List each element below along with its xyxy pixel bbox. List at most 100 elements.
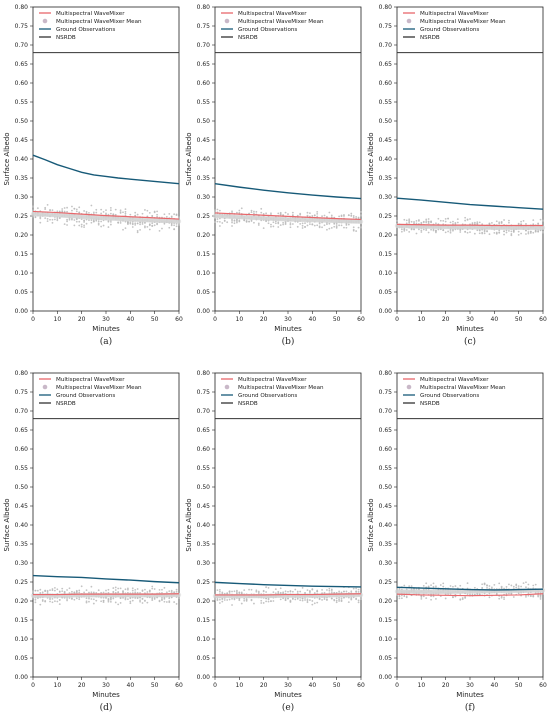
scatter-point — [405, 222, 408, 225]
subplot-d: 0.00 0.05 0.10 0.15 0.20 0.25 0.30 0.35 0.40 0.45… — [3, 370, 183, 713]
scatter-point — [109, 223, 112, 226]
scatter-point — [306, 598, 309, 601]
scatter-point — [80, 223, 83, 226]
scatter-point — [486, 587, 488, 589]
scatter-point — [226, 221, 229, 224]
legend: Multispectral WaveMixer Multispectral Wav… — [221, 11, 324, 41]
scatter-point — [345, 226, 348, 229]
x-tick-label: 50 — [151, 316, 159, 323]
scatter-point — [537, 230, 540, 233]
scatter-point — [449, 231, 452, 234]
scatter-point — [71, 597, 73, 600]
scatter-point — [134, 214, 137, 217]
scatter-point — [49, 209, 51, 211]
scatter-point — [100, 212, 103, 215]
scatter-point — [435, 222, 437, 225]
scatter-point — [163, 586, 166, 589]
scatter-point — [316, 224, 319, 227]
scatter-point — [107, 220, 110, 223]
y-tick-label: 0.15 — [15, 251, 29, 258]
scatter-point — [452, 596, 454, 599]
scatter-point — [85, 601, 88, 604]
scatter-point — [51, 601, 54, 604]
scatter-point — [291, 223, 294, 225]
x-axis-label: Minutes — [274, 325, 302, 333]
scatter-point — [144, 599, 146, 602]
scatter-point — [124, 212, 127, 215]
legend-label: Multispectral WaveMixer Mean — [238, 385, 324, 391]
x-tick-label: 60 — [175, 682, 183, 689]
scatter-point — [156, 215, 159, 218]
scatter-point — [430, 598, 432, 601]
scatter-point — [95, 211, 98, 214]
y-tick-label: 0.05 — [379, 655, 393, 662]
scatter-point — [117, 591, 120, 594]
scatter-point — [347, 214, 350, 217]
y-tick-label: 0.25 — [197, 579, 211, 586]
y-tick-label: 0.75 — [15, 389, 29, 396]
scatter-point — [134, 211, 137, 214]
y-tick-label: 0.20 — [379, 598, 393, 605]
scatter-point — [277, 212, 280, 215]
scatter-point — [473, 586, 476, 589]
scatter-point — [127, 588, 129, 591]
scatter-point — [505, 592, 508, 595]
scatter-point — [449, 585, 452, 587]
scatter-point — [83, 591, 85, 594]
scatter-point — [151, 214, 154, 217]
scatter-point — [39, 588, 42, 591]
x-tick-label: 30 — [284, 316, 292, 323]
scatter-point — [420, 231, 423, 233]
scatter-point — [129, 600, 132, 603]
scatter-point — [495, 231, 498, 234]
scatter-point — [456, 221, 459, 224]
ground-observations-line — [214, 183, 362, 200]
scatter-point — [141, 212, 144, 215]
scatter-point — [473, 223, 476, 225]
y-tick-label: 0.60 — [379, 80, 393, 87]
ground-observations-line — [32, 154, 180, 185]
scatter-point — [299, 590, 302, 593]
y-tick-label: 0.15 — [379, 251, 393, 258]
legend-swatch — [406, 384, 412, 390]
scatter-point — [456, 218, 459, 221]
scatter-point — [525, 233, 527, 235]
legend-label: NSRDB — [420, 401, 440, 407]
scatter-point — [316, 212, 319, 215]
scatter-point — [51, 589, 54, 592]
scatter-point — [240, 207, 243, 210]
scatter-point — [294, 588, 297, 591]
subplot-caption: (c) — [464, 336, 476, 347]
scatter-point — [287, 597, 289, 600]
wavemixer-line — [215, 593, 362, 596]
scatter-point — [326, 589, 328, 591]
y-tick-label: 0.50 — [15, 484, 29, 491]
scatter-point — [471, 593, 474, 596]
scatter-point — [146, 215, 149, 218]
scatter-point — [279, 211, 282, 214]
scatter-point — [400, 230, 403, 233]
scatter-point — [236, 219, 238, 222]
scatter-point — [243, 599, 246, 602]
scatter-point — [107, 226, 110, 228]
scatter-point — [238, 209, 241, 212]
scatter-point — [58, 591, 61, 593]
scatter-point — [173, 601, 176, 603]
scatter-point — [85, 589, 88, 592]
y-axis-label: Surface Albedo — [3, 132, 11, 185]
scatter-point — [144, 209, 146, 211]
legend: Multispectral WaveMixer Multispectral Wav… — [221, 377, 324, 407]
scatter-point — [134, 223, 137, 226]
scatter-point — [505, 229, 508, 232]
scatter-point — [100, 600, 103, 603]
scatter-point — [146, 225, 149, 228]
scatter-point — [34, 589, 37, 592]
x-axis-label: Minutes — [92, 691, 120, 699]
plot-frame — [214, 372, 362, 678]
x-tick-label: 40 — [127, 316, 135, 323]
scatter-point — [425, 229, 428, 232]
x-tick-label: 50 — [515, 682, 523, 689]
scatter-point — [357, 601, 360, 604]
scatter-point — [282, 221, 285, 224]
scatter-point — [218, 598, 221, 601]
